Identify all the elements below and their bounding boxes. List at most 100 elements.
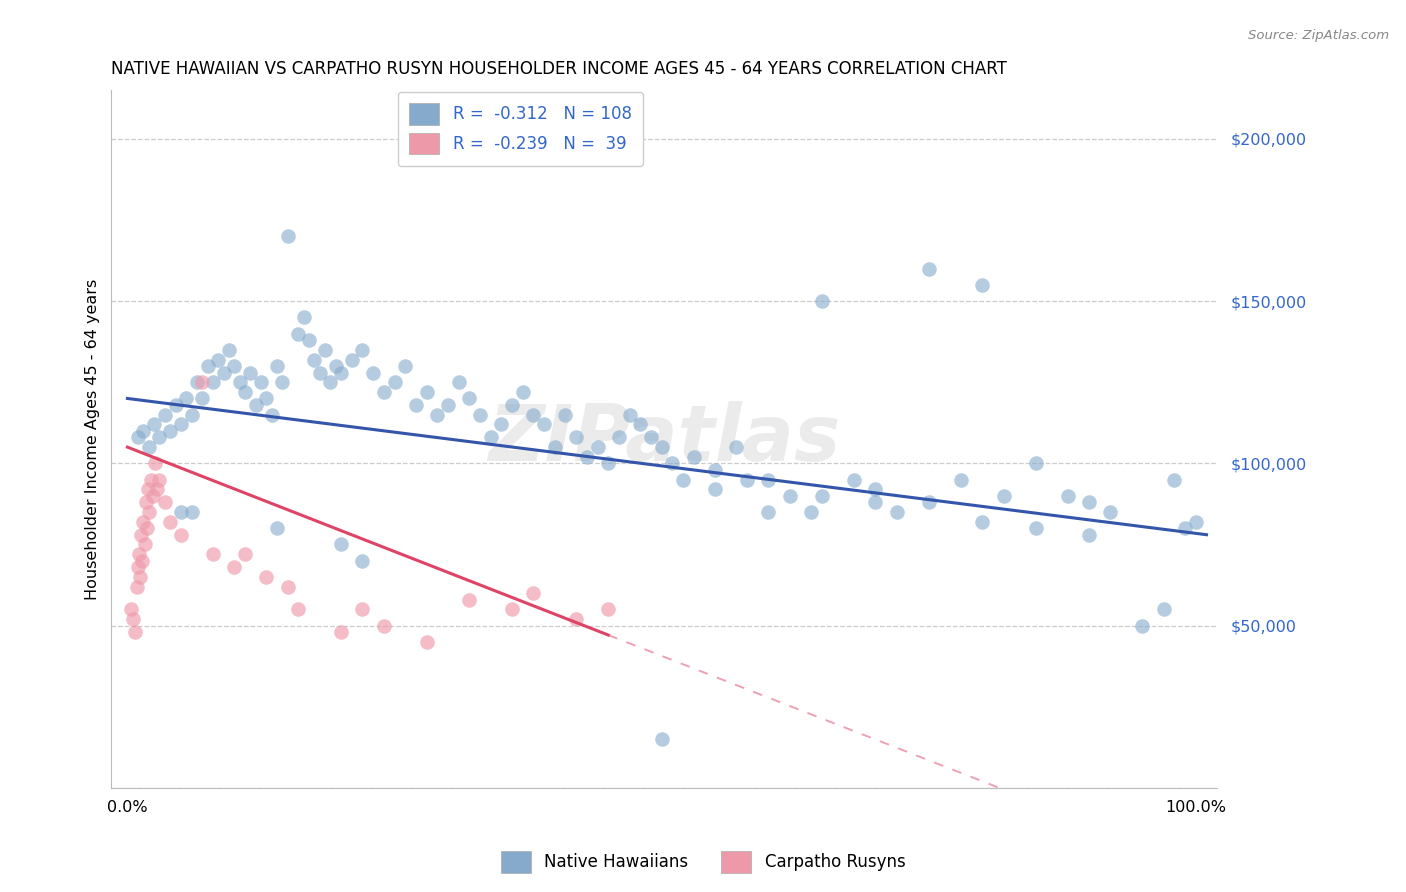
Point [132,515,155,529]
Point [437,398,460,412]
Point [127,430,149,444]
Point [304,352,326,367]
Point [135,521,157,535]
Point [260,408,283,422]
Point [131,527,153,541]
Point [1025,521,1047,535]
Point [121,612,143,626]
Point [651,440,673,454]
Point [672,473,695,487]
Point [224,560,246,574]
Point [148,473,170,487]
Point [228,376,250,390]
Point [758,473,780,487]
Point [811,489,834,503]
Point [254,392,277,406]
Point [598,602,620,616]
Point [352,602,374,616]
Point [330,366,353,380]
Point [170,527,193,541]
Point [201,376,224,390]
Point [373,384,395,399]
Point [352,343,374,357]
Point [501,398,523,412]
Point [224,359,246,373]
Point [125,580,148,594]
Point [886,505,908,519]
Point [619,408,641,422]
Point [277,229,299,244]
Point [128,547,150,561]
Point [704,483,727,497]
Point [197,359,219,373]
Point [426,408,449,422]
Point [165,398,187,412]
Point [865,483,887,497]
Point [972,277,994,292]
Point [138,505,160,519]
Point [1174,521,1197,535]
Point [682,450,704,464]
Point [127,560,149,574]
Point [254,570,277,584]
Point [972,515,994,529]
Point [544,440,567,454]
Point [134,537,156,551]
Point [138,440,160,454]
Point [565,430,588,444]
Point [207,352,229,367]
Point [468,408,491,422]
Point [135,495,157,509]
Point [287,602,309,616]
Point [277,580,299,594]
Point [153,408,176,422]
Point [120,602,142,616]
Point [139,473,162,487]
Point [811,294,834,309]
Point [174,392,197,406]
Legend: R =  -0.312   N = 108, R =  -0.239   N =  39: R = -0.312 N = 108, R = -0.239 N = 39 [398,92,644,166]
Point [415,634,437,648]
Point [1099,505,1122,519]
Point [1078,495,1101,509]
Point [800,505,823,519]
Point [501,602,523,616]
Point [725,440,748,454]
Point [131,554,153,568]
Point [361,366,384,380]
Point [191,392,214,406]
Point [865,495,887,509]
Point [479,430,502,444]
Point [159,424,181,438]
Point [308,366,330,380]
Point [704,463,727,477]
Point [319,376,342,390]
Point [340,352,363,367]
Point [586,440,609,454]
Point [661,456,683,470]
Point [233,384,256,399]
Point [575,450,598,464]
Point [271,376,294,390]
Point [918,495,941,509]
Point [352,554,374,568]
Point [170,505,193,519]
Point [405,398,427,412]
Point [1132,618,1154,632]
Point [758,505,780,519]
Point [129,570,152,584]
Point [170,417,193,432]
Point [554,408,576,422]
Point [565,612,588,626]
Point [233,547,256,561]
Point [1056,489,1078,503]
Point [287,326,309,341]
Point [522,586,544,600]
Point [533,417,555,432]
Point [132,424,155,438]
Point [598,456,620,470]
Point [142,489,165,503]
Point [218,343,240,357]
Point [325,359,347,373]
Point [628,417,651,432]
